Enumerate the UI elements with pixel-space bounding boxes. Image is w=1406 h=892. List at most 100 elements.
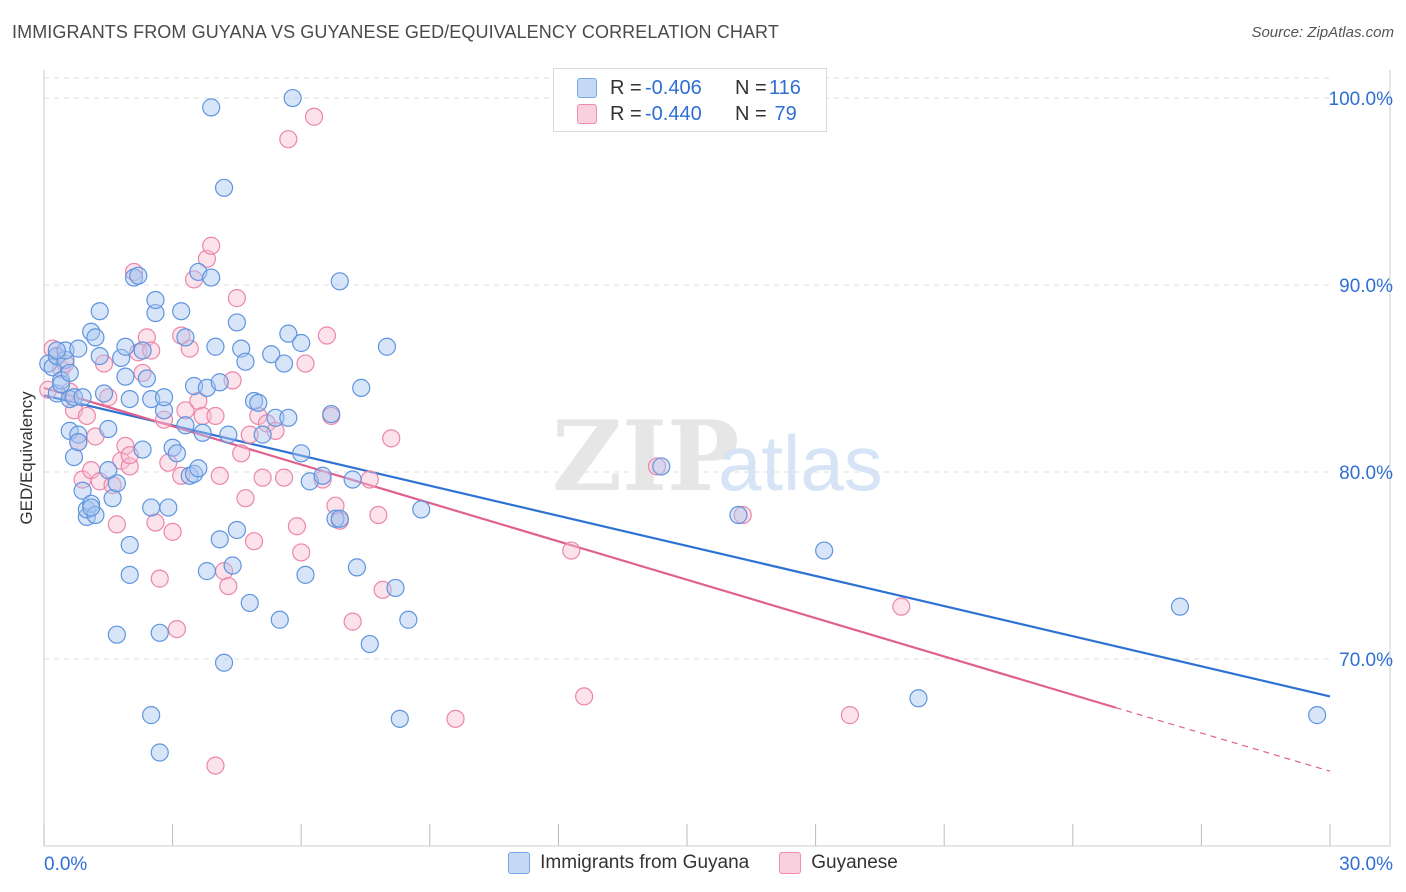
guyana-point: [116, 337, 135, 356]
guyanese-point: [227, 289, 246, 308]
guyana-point: [129, 266, 148, 285]
y-tick-label: 90.0%: [1339, 276, 1393, 297]
guyanese-point: [575, 687, 594, 706]
guyana-point: [412, 500, 431, 519]
guyanese-point: [733, 505, 752, 525]
guyana-point: [352, 378, 371, 397]
guyanese-point: [167, 619, 186, 639]
guyanese-point: [232, 444, 251, 463]
guyana-point: [69, 339, 88, 358]
guyana-point: [69, 433, 88, 452]
guyanese-point: [369, 505, 388, 525]
watermark-atlas: atlas: [718, 419, 883, 507]
guyana-point: [330, 272, 349, 291]
guyana-point: [107, 474, 126, 493]
guyana-point: [120, 535, 139, 555]
watermark-zip: ZIP: [552, 400, 739, 513]
guyana-point: [120, 565, 139, 584]
axis-labels: 70.0% 80.0% 90.0% 100.0% 0.0% 30.0% GED/Equiva…: [17, 89, 1393, 875]
guyana-point: [202, 98, 221, 117]
stats-n-value: 116: [769, 76, 801, 99]
guyanese-point: [146, 513, 165, 532]
guyana-point: [227, 520, 246, 540]
guyana-point: [103, 489, 122, 508]
guyana-point: [133, 440, 152, 459]
stats-n-value: 79: [769, 102, 797, 125]
guyana-point: [274, 354, 294, 373]
guyanese-point: [304, 107, 324, 126]
guyana-point: [47, 341, 66, 360]
trend-line-guyanese-extension: [1115, 707, 1331, 772]
chart-source: Source: ZipAtlas.com: [1251, 24, 1394, 41]
legend-swatch-blue: [508, 852, 531, 874]
guyana-point: [202, 268, 221, 287]
guyana-point: [214, 178, 234, 197]
guyanese-point: [206, 756, 225, 775]
guyana-point: [142, 706, 161, 725]
guyana-point: [377, 337, 397, 356]
guyana-point: [253, 425, 272, 444]
legend-swatch-pink: [779, 852, 802, 874]
guyanese-point: [189, 391, 208, 411]
guyana-point: [214, 653, 234, 672]
legend: Immigrants from Guyana Guyanese: [0, 852, 1406, 874]
guyanese-point: [562, 541, 581, 560]
stats-box: R = -0.406 N = 116 R = -0.440 N = 79: [553, 68, 827, 132]
legend-item-guyanese[interactable]: Guyanese: [779, 852, 898, 874]
guyana-point: [909, 689, 928, 708]
guyana-point: [279, 324, 298, 343]
guyana-point: [94, 384, 114, 403]
guyanese-point: [219, 576, 238, 596]
guyanese-point: [163, 522, 182, 541]
y-tick-label: 70.0%: [1339, 650, 1393, 671]
guyana-point: [99, 419, 118, 439]
guyana-point: [107, 625, 126, 644]
stats-n-label: N =: [735, 102, 767, 125]
guyana-point: [146, 303, 165, 323]
x-tick-label-min: 0.0%: [44, 854, 87, 875]
guyana-point: [116, 367, 135, 386]
stats-r-value: -0.406: [645, 76, 702, 99]
guyana-point: [150, 743, 169, 762]
guyana-point: [197, 562, 216, 581]
guyanese-point: [77, 406, 96, 426]
guyanese-point: [296, 354, 315, 373]
y-axis-title: GED/Equivalency: [17, 391, 36, 525]
y-tick-label: 100.0%: [1329, 89, 1394, 110]
guyana-point: [176, 416, 195, 435]
guyana-point: [1308, 706, 1327, 725]
guyana-point: [227, 313, 246, 332]
guyana-point: [133, 341, 152, 360]
guyana-point: [189, 459, 208, 478]
guyana-point: [292, 444, 311, 463]
guyana-point: [322, 404, 341, 424]
guyana-point: [172, 302, 191, 321]
series-guyanese-points: [39, 107, 911, 775]
guyana-point: [330, 509, 349, 528]
guyana-point: [112, 348, 131, 368]
guyana-point: [146, 290, 165, 310]
stats-r-value: -0.440: [645, 102, 702, 125]
guyana-point: [137, 369, 156, 388]
guyanese-point: [382, 429, 401, 448]
guyana-point: [69, 425, 88, 444]
guyana-point: [360, 634, 379, 654]
guyana-point: [73, 388, 92, 407]
guyana-point: [270, 610, 289, 629]
x-tick-label-max: 30.0%: [1339, 854, 1393, 875]
guyana-point: [154, 401, 174, 420]
series-guyana-points: [39, 88, 1327, 762]
guyana-point: [193, 423, 212, 442]
legend-item-guyana[interactable]: Immigrants from Guyana: [508, 852, 749, 874]
guyana-point: [99, 461, 118, 480]
guyana-point: [120, 389, 139, 409]
guyanese-point: [647, 457, 667, 476]
guyanese-point: [107, 515, 126, 534]
guyana-point: [292, 333, 311, 353]
guyana-point: [82, 498, 101, 517]
guyana-point: [279, 408, 298, 427]
guyana-point: [343, 470, 362, 489]
guyana-point: [399, 610, 418, 629]
guyana-point: [154, 388, 174, 407]
